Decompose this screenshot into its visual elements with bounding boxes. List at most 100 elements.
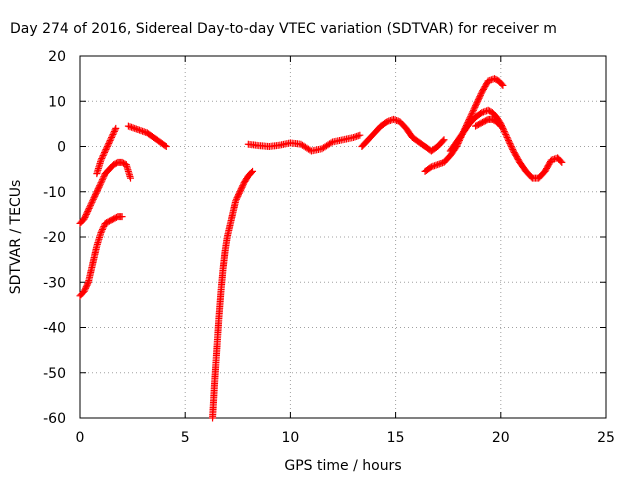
y-tick-label-8: 20 <box>48 49 66 65</box>
data-point-arc-b-6 <box>82 284 90 292</box>
data-point-arc-i-64 <box>508 144 516 152</box>
x-tick-label-2: 10 <box>281 430 299 446</box>
data-point-arc-a-31 <box>99 174 107 182</box>
data-point-arc-a-29 <box>98 177 106 185</box>
data-point-arc-a-16 <box>89 197 97 205</box>
data-point-arc-h-80 <box>498 80 506 88</box>
data-point-arc-e-133 <box>236 188 244 196</box>
plot-frame <box>79 55 607 419</box>
data-point-arc-a-22 <box>93 188 101 196</box>
data-point-arc-b-42 <box>98 225 106 233</box>
data-point-arc-i-56 <box>502 132 510 140</box>
data-point-arc-h-49 <box>469 108 477 116</box>
data-point-arc-a-30 <box>98 176 106 184</box>
data-point-arc-i-60 <box>505 138 513 146</box>
y-tick-label-1: -50 <box>43 366 66 382</box>
data-point-arc-c-19 <box>105 139 113 147</box>
data-point-arc-f-66 <box>356 131 364 139</box>
x-tick-label-3: 15 <box>387 430 405 446</box>
data-point-arc-h-54 <box>472 100 480 108</box>
data-point-arc-c-14 <box>101 147 109 155</box>
data-point-arc-i-112 <box>557 157 565 165</box>
y-axis-label: SDTVAR / TECUs <box>8 180 24 295</box>
data-point-arc-a-32 <box>100 173 108 181</box>
data-point-arc-g-69 <box>439 137 447 145</box>
data-point-arc-i-61 <box>506 139 514 147</box>
chart-title: Day 274 of 2016, Sidereal Day-to-day VTE… <box>10 21 557 37</box>
data-point-arc-e-128 <box>232 195 240 203</box>
data-point-arc-i-113 <box>558 158 566 166</box>
y-tick-label-6: 0 <box>57 140 66 156</box>
data-point-arc-c-22 <box>107 135 115 143</box>
data-point-arc-h-48 <box>468 109 476 117</box>
data-point-arc-a-11 <box>85 204 93 212</box>
data-point-arc-a-28 <box>97 179 105 187</box>
data-point-arc-b-40 <box>97 228 105 236</box>
data-point-arc-c-17 <box>103 143 111 150</box>
data-point-arc-c-12 <box>100 150 108 158</box>
data-point-arc-b-4 <box>80 287 88 295</box>
data-point-arc-c-20 <box>105 138 113 146</box>
x-tick-label-5: 25 <box>597 430 615 446</box>
data-point-arc-a-7 <box>82 210 90 218</box>
data-point-arc-b-41 <box>98 227 106 235</box>
data-point-arc-e-134 <box>237 186 245 194</box>
data-point-arc-b-43 <box>99 224 107 232</box>
data-point-arc-a-14 <box>87 200 95 208</box>
data-point-arc-a-18 <box>90 194 98 202</box>
x-tick-label-0: 0 <box>76 430 85 446</box>
data-point-arc-e-129 <box>233 194 241 202</box>
data-point-arc-c-10 <box>98 153 106 161</box>
data-point-arc-i-53 <box>500 127 508 135</box>
data-point-arc-i-58 <box>504 135 512 143</box>
data-point-arc-e-137 <box>239 182 247 190</box>
data-point-arc-h-59 <box>476 93 484 101</box>
data-point-arc-c-16 <box>103 144 111 152</box>
data-point-arc-h-53 <box>472 102 480 110</box>
data-point-arc-c-8 <box>97 156 105 164</box>
y-tick-label-5: -10 <box>43 185 66 201</box>
data-point-arc-e-148 <box>249 167 257 175</box>
data-point-arc-c-29 <box>112 124 120 132</box>
y-tick-label-0: -60 <box>43 411 66 427</box>
data-point-arc-e-131 <box>235 191 243 199</box>
data-point-arc-a-25 <box>95 183 103 191</box>
y-tick-label-7: 10 <box>48 94 66 110</box>
data-point-arc-h-51 <box>470 105 478 113</box>
data-point-arc-c-18 <box>104 141 112 149</box>
data-point-arc-h-50 <box>469 106 477 114</box>
data-point-arc-a-8 <box>83 209 91 217</box>
x-axis-label: GPS time / hours <box>284 458 401 474</box>
data-point-arc-b-5 <box>81 286 89 294</box>
data-point-arc-i-57 <box>503 133 511 141</box>
data-point-arc-i-54 <box>501 129 509 137</box>
data-point-arc-b-44 <box>100 222 108 230</box>
data-point-arc-c-11 <box>99 152 107 160</box>
data-point-arc-h-57 <box>474 96 482 104</box>
data-point-arc-e-127 <box>232 197 240 205</box>
data-point-arc-d-27 <box>162 143 170 150</box>
data-point-arc-c-13 <box>101 149 109 157</box>
data-point-arc-e-136 <box>238 183 246 191</box>
data-point-arc-a-17 <box>89 195 97 203</box>
grid-lines <box>80 56 606 418</box>
data-point-arc-a-59 <box>126 174 134 182</box>
data-point-arc-i-63 <box>507 143 515 150</box>
data-point-arc-a-27 <box>96 180 104 188</box>
data-point-arc-c-26 <box>110 129 118 137</box>
data-point-arc-h-81 <box>499 81 507 89</box>
data-point-arc-j-19 <box>497 122 505 130</box>
data-point-arc-a-21 <box>92 189 100 197</box>
data-point-arc-c-15 <box>102 146 110 154</box>
data-point-arc-f-49 <box>327 139 335 147</box>
data-point-arc-b-7 <box>82 283 90 291</box>
data-point-arc-b-58 <box>118 213 126 221</box>
data-point-arc-i-59 <box>505 136 513 144</box>
data-point-arc-a-6 <box>82 212 90 220</box>
data-point-arc-c-27 <box>110 127 118 135</box>
data-point-arc-a-24 <box>94 185 102 193</box>
x-tick-label-1: 5 <box>181 430 190 446</box>
data-point-arc-a-4 <box>80 215 88 223</box>
data-point-arc-h-55 <box>473 99 481 107</box>
